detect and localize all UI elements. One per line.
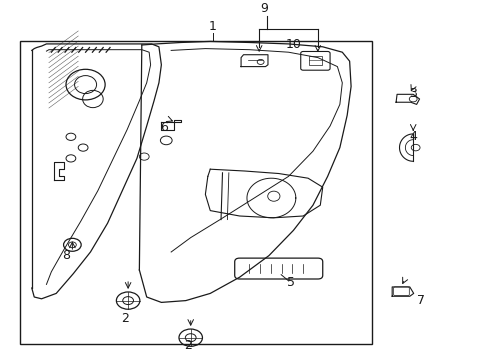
- Text: 7: 7: [416, 294, 424, 307]
- Text: 9: 9: [260, 3, 267, 15]
- Text: 3: 3: [408, 87, 416, 100]
- Bar: [308, 56, 321, 65]
- Text: 10: 10: [285, 39, 301, 51]
- Text: 2: 2: [184, 339, 192, 352]
- Bar: [20, 41, 371, 344]
- Text: 2: 2: [121, 312, 128, 325]
- Text: 1: 1: [208, 21, 216, 33]
- Text: 5: 5: [286, 276, 294, 289]
- Text: 4: 4: [408, 130, 416, 143]
- Text: 8: 8: [62, 249, 70, 262]
- Text: 6: 6: [160, 121, 167, 134]
